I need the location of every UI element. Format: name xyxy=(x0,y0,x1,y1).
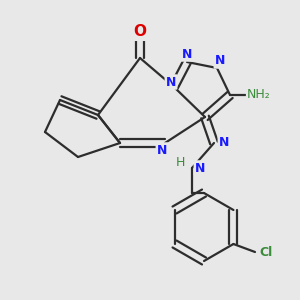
Text: N: N xyxy=(195,161,205,175)
Text: N: N xyxy=(215,55,225,68)
Text: Cl: Cl xyxy=(260,245,273,259)
Text: N: N xyxy=(157,143,167,157)
Text: N: N xyxy=(219,136,229,149)
Text: O: O xyxy=(134,25,146,40)
Text: H: H xyxy=(175,157,185,169)
Text: N: N xyxy=(182,47,192,61)
Text: NH₂: NH₂ xyxy=(247,88,271,101)
Text: N: N xyxy=(166,76,176,88)
